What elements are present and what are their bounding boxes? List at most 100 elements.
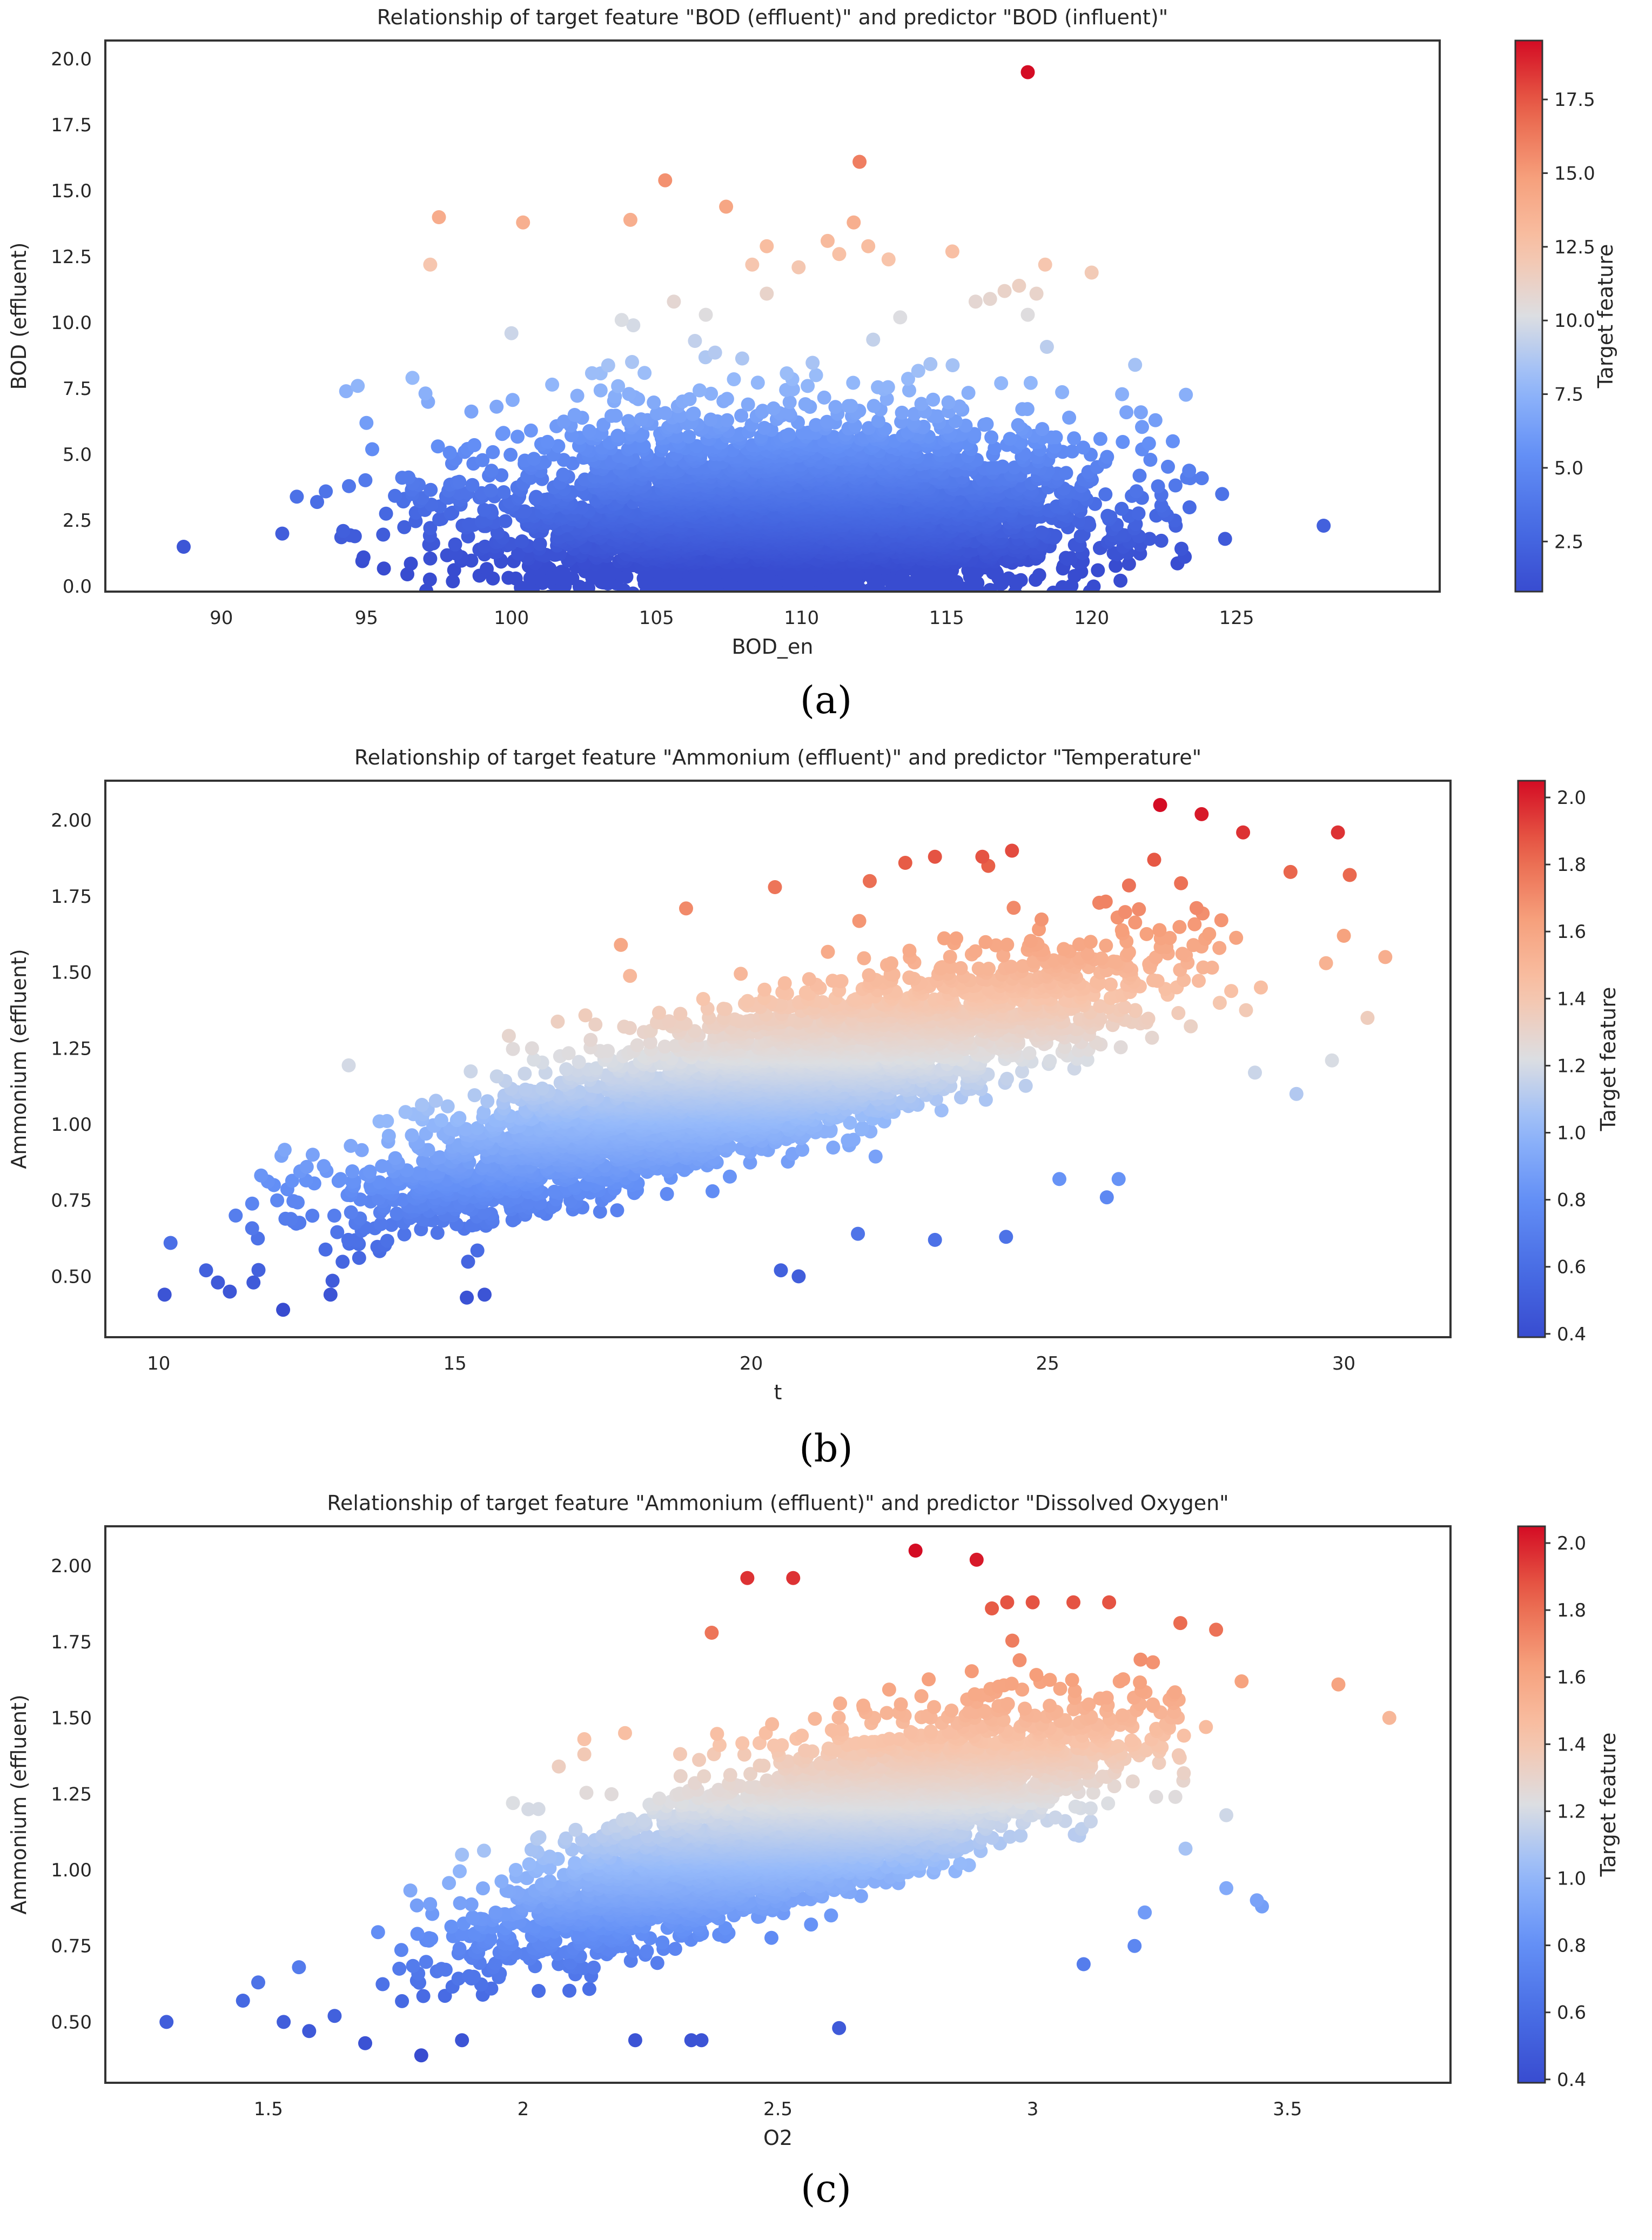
scatter-point [358,473,373,487]
scatter-point [682,430,696,444]
scatter-point [828,598,842,612]
colorbar-tick-label: 2.5 [1554,531,1583,553]
scatter-point [709,592,723,606]
scatter-point [923,357,938,371]
scatter-point [1065,444,1079,459]
colorbar-tick-label: 5.0 [1554,458,1583,479]
scatter-point [895,405,909,420]
scatter-point [157,1287,172,1302]
scatter-point [941,395,956,410]
scatter-point [832,247,847,261]
scatter-point [1099,1190,1114,1205]
scatter-point [516,215,530,230]
scatter-point [820,596,834,611]
y-tick-label: 15.0 [51,180,92,202]
scatter-point [355,594,369,608]
scatter-point [623,591,627,592]
scatter-point [731,596,745,610]
scatter-point [582,424,596,438]
scatter-point [318,1242,333,1257]
scatter-point [498,514,513,528]
scatter-point [847,215,861,230]
scatter-point [1215,487,1230,501]
scatter-point [344,1138,358,1153]
scatter-point [735,351,749,366]
scatter-point [708,345,722,360]
scatter-point [490,525,505,540]
scatter-point [677,595,691,609]
scatter-point [345,1164,360,1178]
scatter-point [1131,506,1146,521]
scatter-point [844,399,858,413]
scatter-point [405,371,420,385]
scatter-point [1133,405,1148,420]
scatter-point [335,1255,350,1269]
scatter-point [1132,468,1147,483]
scatter-point [735,596,749,610]
scatter-point [593,1204,607,1219]
scatter-point [846,375,861,390]
scatter-point [423,257,438,272]
scatter-point [277,1143,292,1157]
scatter-point [1002,597,1016,611]
scatter-point [1109,559,1123,573]
scatter-point [1182,500,1197,514]
scatter-point [397,520,412,534]
scatter-point [791,1269,806,1284]
scatter-point [1020,606,1035,620]
x-tick-label: 115 [929,607,964,629]
scatter-point [862,421,876,435]
scatter-point [432,210,446,224]
colorbar-tick-label: 17.5 [1554,89,1595,111]
scatter-point [634,412,648,427]
scatter-point [1003,432,1017,446]
scatter-point [903,598,917,612]
scatter-point [622,387,636,401]
scatter-point [177,540,191,554]
scatter-point [828,400,843,414]
scatter-point [362,1164,377,1179]
scatter-point [1113,573,1128,588]
scatter-point [401,470,416,485]
scatter-point [866,332,881,347]
scatter-point [1111,1172,1126,1186]
scatter-point [423,551,438,566]
caption-a: (a) [800,678,852,722]
scatter-point [1122,556,1136,571]
x-tick-label: 125 [1219,607,1254,629]
scatter-point [881,380,895,394]
y-tick-label: 0.0 [63,576,92,598]
scatter-point [229,1208,243,1223]
scatter-point [1182,464,1197,478]
scatter-point [388,1151,402,1165]
scatter-point [595,593,609,607]
y-tick-label: 12.5 [51,246,92,268]
scatter-point [163,1236,178,1250]
scatter-point [549,602,563,616]
scatter-point [1020,307,1035,322]
scatter-point [223,1284,237,1299]
scatter-point [1166,434,1180,448]
scatter-point [1100,508,1115,523]
scatter-point [1039,340,1054,354]
scatter-point [826,1141,841,1155]
scatter-point [1154,533,1169,548]
scatter-point [305,1209,320,1223]
scatter-point [377,561,391,576]
scatter-point [726,591,733,592]
scatter-point [1055,385,1070,399]
scatter-point [1032,568,1046,582]
scatter-point [567,408,582,422]
scatter-point [983,292,997,306]
scatter-point [758,592,772,606]
scatter-point [660,591,663,592]
scatter-point [858,611,872,625]
scatter-point [480,562,494,576]
scatter-point [720,392,734,406]
scatter-point [927,636,941,650]
y-tick-label: 17.5 [51,115,92,136]
scatter-point [1161,459,1175,474]
scatter-point [325,1273,340,1288]
scatter-point [556,467,570,482]
scatter-point [442,445,457,460]
